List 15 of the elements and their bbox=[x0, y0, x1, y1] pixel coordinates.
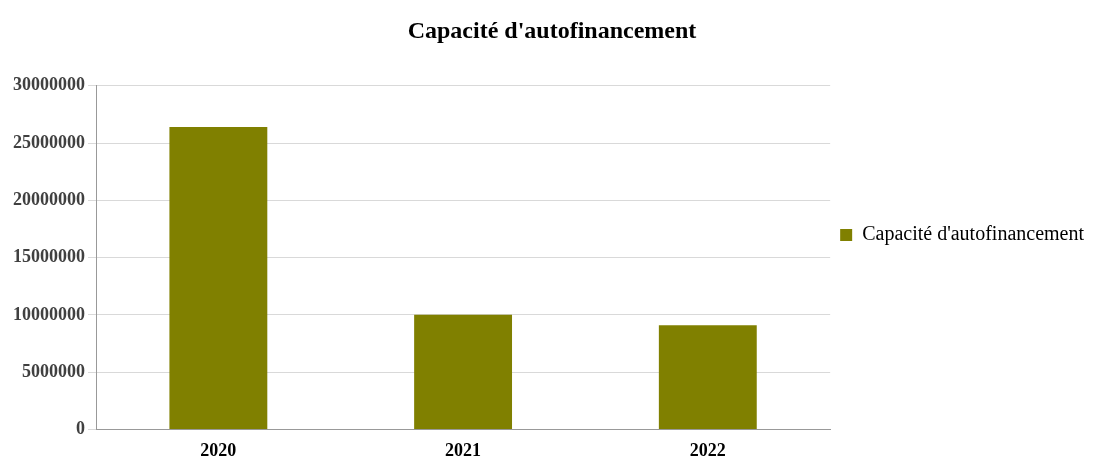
y-tick-label: 10000000 bbox=[13, 303, 85, 324]
bar bbox=[169, 127, 268, 429]
legend-label: Capacité d'autofinancement bbox=[862, 222, 1085, 246]
chart-title: Capacité d'autofinancement bbox=[407, 16, 697, 43]
y-tick-label: 0 bbox=[76, 418, 85, 439]
y-tick-label: 5000000 bbox=[22, 360, 85, 381]
y-tick-label: 30000000 bbox=[13, 74, 85, 95]
x-tick-label: 2020 bbox=[200, 439, 237, 460]
y-tick-label: 20000000 bbox=[13, 188, 85, 209]
bar bbox=[414, 314, 513, 429]
x-tick-label: 2021 bbox=[445, 439, 482, 460]
bar bbox=[658, 325, 757, 429]
y-tick-label: 15000000 bbox=[13, 246, 85, 267]
x-tick-label: 2022 bbox=[689, 439, 726, 460]
y-tick-label: 25000000 bbox=[13, 131, 85, 152]
